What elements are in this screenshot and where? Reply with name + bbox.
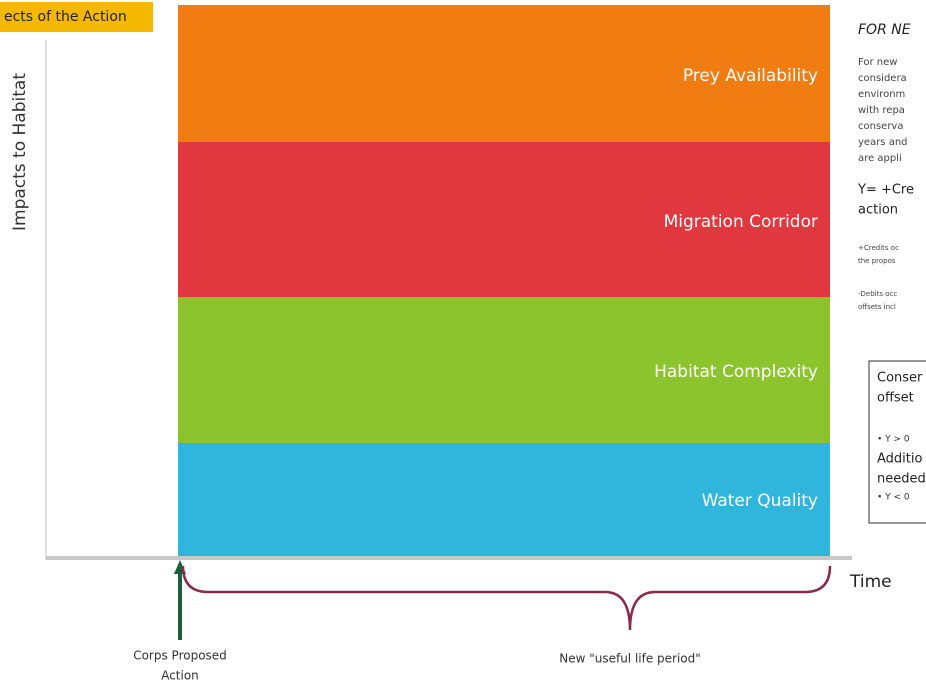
box-text: Conser	[877, 371, 923, 386]
band	[178, 297, 830, 443]
panel-box	[868, 360, 926, 524]
band	[178, 5, 830, 142]
box-text: • Y < 0	[877, 493, 910, 503]
panel-text: conserva	[858, 121, 903, 132]
box-text: • Y > 0	[877, 435, 910, 445]
panel-text: environm	[858, 89, 905, 100]
note: the propos	[858, 257, 896, 265]
panel-text: For new	[858, 57, 897, 68]
formula: Y= +Cre	[857, 183, 914, 198]
start-label: Corps Proposed	[133, 649, 227, 663]
panel-text: years and	[858, 137, 908, 148]
band-label: Prey Availability	[683, 66, 818, 86]
note: offsets incl	[858, 303, 896, 311]
panel-text: with repa	[858, 105, 905, 116]
panel-heading: FOR NE	[858, 22, 911, 38]
note: -Debits occ	[858, 290, 897, 298]
band-label: Water Quality	[702, 491, 818, 511]
y-axis-label: Impacts to Habitat	[10, 73, 30, 231]
band-label: Migration Corridor	[664, 212, 818, 232]
brace	[181, 565, 832, 631]
title-box	[0, 2, 153, 32]
box-text: needed	[877, 472, 926, 487]
band	[178, 443, 830, 556]
x-axis-label: Time	[849, 572, 892, 592]
panel-text: are appli	[858, 153, 902, 164]
box-text: offset	[877, 391, 914, 406]
box-text: Additio	[877, 452, 922, 467]
period-label: New "useful life period"	[559, 652, 701, 666]
start-label: Action	[161, 669, 199, 683]
band-label: Habitat Complexity	[654, 362, 818, 382]
panel-text: considera	[858, 73, 907, 84]
formula: action	[858, 203, 898, 218]
note: +Credits oc	[858, 244, 899, 252]
title: ects of the Action	[4, 9, 127, 25]
band	[178, 142, 830, 297]
